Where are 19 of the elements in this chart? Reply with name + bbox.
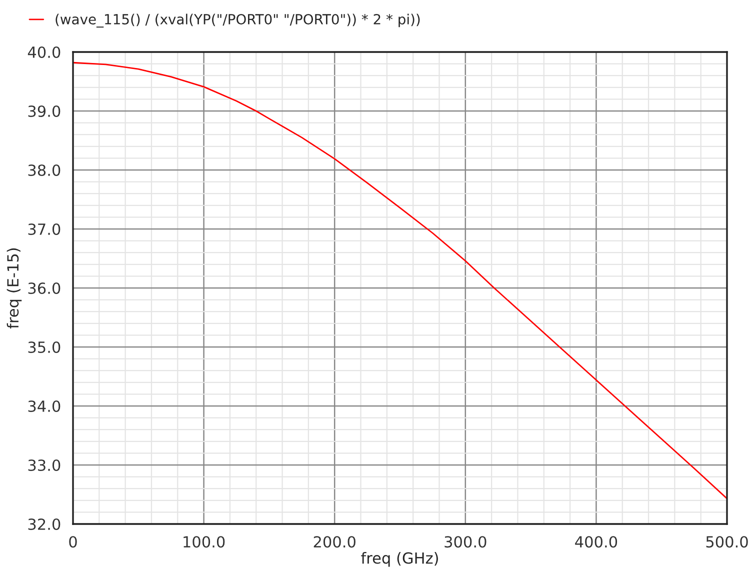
line-series xyxy=(73,62,727,500)
x-tick-label: 400.0 xyxy=(575,536,618,548)
y-tick-label: 36.0 xyxy=(28,282,60,294)
y-tick-label: 39.0 xyxy=(28,105,60,118)
x-tick-label: 500.0 xyxy=(706,536,748,548)
legend-label: (wave_115() / (xval(YP("/PORT0" "/PORT0")) * 2 * pi)) xyxy=(56,14,420,28)
y-tick-label: 38.0 xyxy=(28,164,60,176)
x-axis-title: freq (GHz) xyxy=(361,552,438,567)
x-tick-label: 0 xyxy=(69,536,77,548)
y-axis-title: freq (E-15) xyxy=(6,248,22,329)
y-tick-label: 34.0 xyxy=(28,400,60,412)
y-tick-label: 32.0 xyxy=(28,518,60,530)
x-tick-label: 100.0 xyxy=(184,536,225,548)
x-tick-label: 200.0 xyxy=(314,536,356,548)
y-tick-label: 37.0 xyxy=(28,223,60,236)
x-tick-label: 300.0 xyxy=(444,536,486,548)
y-tick-label: 35.0 xyxy=(28,341,60,354)
y-tick-label: 33.0 xyxy=(28,459,60,472)
y-tick-label: 40.0 xyxy=(28,46,60,58)
